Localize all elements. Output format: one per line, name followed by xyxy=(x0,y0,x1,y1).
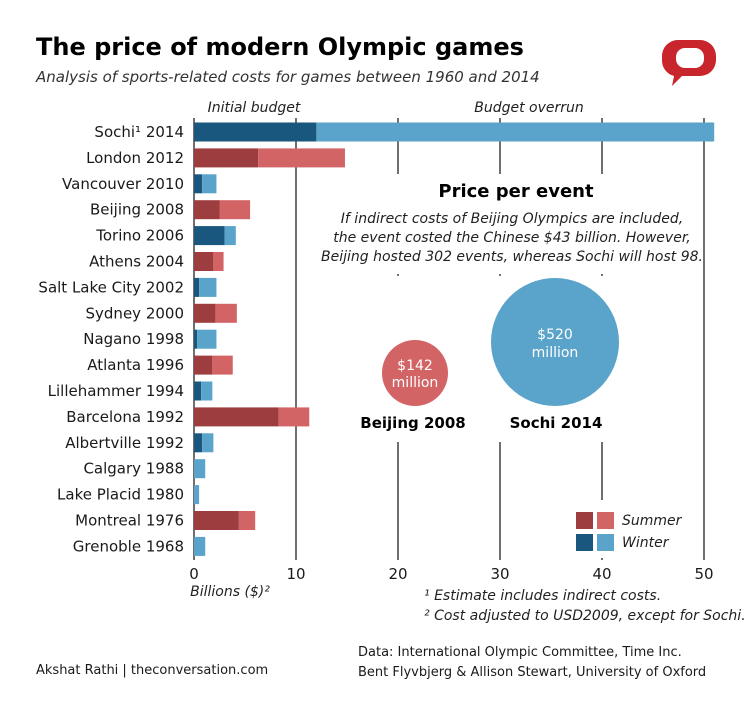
x-tick-label: 20 xyxy=(388,565,407,583)
category-label: Albertville 1992 xyxy=(65,434,184,452)
chart-title: The price of modern Olympic games xyxy=(36,33,524,61)
x-tick-label: 0 xyxy=(189,565,199,583)
bar-initial xyxy=(194,433,203,453)
initial-budget-header: Initial budget xyxy=(208,100,301,116)
beijing-bubble-unit: million xyxy=(392,375,439,391)
bar-overrun xyxy=(201,381,213,401)
bar-initial xyxy=(194,226,225,246)
bar-initial xyxy=(194,200,220,220)
bar-overrun xyxy=(316,122,715,142)
category-labels: Sochi¹ 2014 London 2012 Vancouver 2010 Beij… xyxy=(38,123,184,555)
category-label: Beijing 2008 xyxy=(90,201,184,219)
source-line: Bent Flyvbjerg & Allison Stewart, Univer… xyxy=(358,665,706,680)
inset-text-line: Beijing hosted 302 events, whereas Sochi… xyxy=(321,249,703,265)
x-tick-label: 30 xyxy=(490,565,509,583)
beijing-bubble-value: $142 xyxy=(397,358,433,374)
bars xyxy=(194,122,715,556)
bar-initial xyxy=(194,122,317,142)
bar-overrun xyxy=(202,174,217,194)
bar-initial xyxy=(194,355,213,375)
legend-summer-initial-swatch xyxy=(576,512,593,529)
category-label: Salt Lake City 2002 xyxy=(38,278,184,296)
bar-initial xyxy=(194,277,200,297)
bar-initial xyxy=(194,329,198,349)
footnote-2: ² Cost adjusted to USD2009, except for S… xyxy=(424,608,746,624)
bar-initial xyxy=(194,252,214,271)
bar-overrun xyxy=(224,226,236,246)
bar-overrun xyxy=(212,355,233,375)
category-label: Barcelona 1992 xyxy=(66,408,184,426)
bar-overrun xyxy=(238,511,256,530)
inset-title: Price per event xyxy=(438,181,594,202)
bar-overrun xyxy=(202,433,214,453)
legend-summer-label: Summer xyxy=(622,513,683,529)
sochi-bubble-unit: million xyxy=(532,345,579,361)
source-line: Data: International Olympic Committee, T… xyxy=(358,645,682,660)
bar-overrun xyxy=(213,252,224,271)
category-label: Vancouver 2010 xyxy=(62,175,184,193)
category-label: Sochi¹ 2014 xyxy=(94,123,184,141)
category-label: Torino 2006 xyxy=(95,227,184,245)
inset-text-line: If indirect costs of Beijing Olympics ar… xyxy=(341,211,683,227)
bar-initial xyxy=(194,174,203,194)
legend: Summer Winter xyxy=(556,500,686,558)
category-label: Lillehammer 1994 xyxy=(48,382,184,400)
category-label: Sydney 2000 xyxy=(86,304,184,322)
category-label: London 2012 xyxy=(86,149,184,167)
beijing-bubble-label: Beijing 2008 xyxy=(360,414,465,432)
category-label: Calgary 1988 xyxy=(83,460,184,478)
category-label: Nagano 1998 xyxy=(83,330,184,348)
bar-initial xyxy=(194,407,279,427)
category-label: Athens 2004 xyxy=(89,253,184,271)
bar-overrun xyxy=(197,329,217,349)
bar-overrun xyxy=(199,277,217,297)
legend-winter-initial-swatch xyxy=(576,534,593,551)
legend-winter-overrun-swatch xyxy=(597,534,614,551)
x-axis-label: Billions ($)² xyxy=(190,584,270,600)
legend-summer-overrun-swatch xyxy=(597,512,614,529)
category-label: Lake Placid 1980 xyxy=(57,486,184,504)
bar-overrun xyxy=(258,148,345,168)
bar-overrun xyxy=(194,485,200,505)
speech-bubble-logo-icon xyxy=(661,40,716,86)
x-axis-ticks: 0 10 20 30 40 50 xyxy=(189,565,713,583)
bar-overrun xyxy=(278,407,310,427)
sochi-bubble-label: Sochi 2014 xyxy=(510,414,603,432)
x-tick-label: 50 xyxy=(694,565,713,583)
bar-initial xyxy=(194,381,202,401)
bar-overrun xyxy=(194,536,206,556)
x-tick-label: 40 xyxy=(592,565,611,583)
inset-text-line: the event costed the Chinese $43 billion… xyxy=(333,230,691,246)
bar-initial xyxy=(194,511,239,530)
sochi-bubble-value: $520 xyxy=(537,327,573,343)
beijing-bubble xyxy=(382,340,448,406)
bar-overrun xyxy=(215,303,237,323)
chart-subtitle: Analysis of sports-related costs for gam… xyxy=(35,68,540,86)
sochi-bubble xyxy=(491,278,619,406)
bar-initial xyxy=(194,303,216,323)
credit: Akshat Rathi | theconversation.com xyxy=(36,663,268,678)
budget-overrun-header: Budget overrun xyxy=(474,100,584,116)
category-label: Grenoble 1968 xyxy=(73,537,184,555)
inset-panel: Price per event If indirect costs of Bei… xyxy=(312,174,703,442)
bar-overrun xyxy=(219,200,251,220)
bar-overrun xyxy=(194,459,206,479)
legend-winter-label: Winter xyxy=(622,535,670,551)
footnote-1: ¹ Estimate includes indirect costs. xyxy=(424,588,661,604)
category-label: Atlanta 1996 xyxy=(87,356,184,374)
x-tick-label: 10 xyxy=(286,565,305,583)
category-label: Montreal 1976 xyxy=(75,512,184,530)
bar-initial xyxy=(194,148,259,168)
